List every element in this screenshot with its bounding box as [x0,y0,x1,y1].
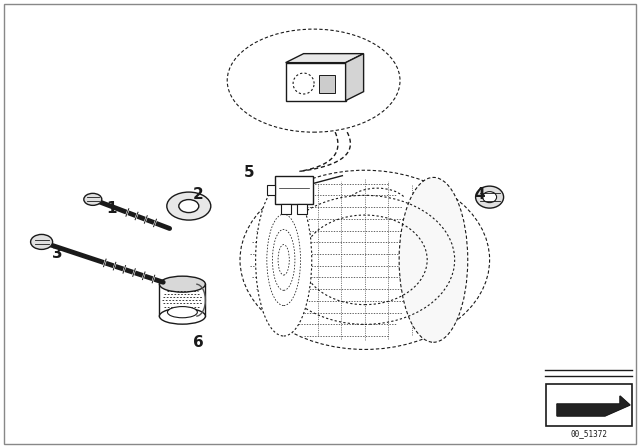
Text: 6: 6 [193,335,204,350]
Bar [275,177,314,204]
Text: 1: 1 [107,201,117,216]
Ellipse shape [483,192,497,202]
Text: 4: 4 [475,187,485,202]
Text: 00_51372: 00_51372 [570,430,607,439]
Ellipse shape [179,199,199,213]
Polygon shape [557,396,630,416]
Ellipse shape [168,306,197,318]
Polygon shape [346,54,364,101]
Polygon shape [285,54,364,63]
Ellipse shape [159,308,205,324]
Ellipse shape [31,234,52,250]
Ellipse shape [84,194,102,205]
Text: 2: 2 [193,187,204,202]
Bar [285,63,346,101]
Text: 3: 3 [52,246,63,261]
Bar [319,75,335,93]
Bar [546,384,632,426]
Ellipse shape [476,186,504,208]
Ellipse shape [227,29,400,132]
Ellipse shape [159,276,205,292]
Ellipse shape [167,192,211,220]
Ellipse shape [255,184,312,336]
Text: 5: 5 [244,165,255,180]
Bar [298,204,307,215]
Ellipse shape [399,177,468,342]
Bar [268,185,275,195]
Bar [282,204,291,215]
